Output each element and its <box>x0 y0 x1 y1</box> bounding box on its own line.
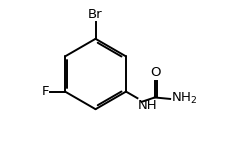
Text: F: F <box>42 85 49 98</box>
Text: O: O <box>150 66 161 79</box>
Text: NH: NH <box>138 99 158 112</box>
Text: Br: Br <box>88 8 103 21</box>
Text: NH$_2$: NH$_2$ <box>171 91 197 106</box>
